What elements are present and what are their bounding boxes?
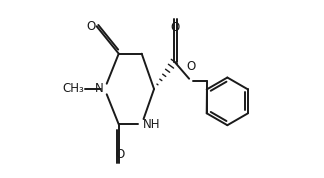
Text: O: O: [87, 20, 96, 33]
Text: O: O: [115, 148, 124, 161]
Text: CH₃: CH₃: [63, 82, 84, 96]
Text: O: O: [187, 60, 196, 73]
Text: NH: NH: [143, 118, 160, 131]
Text: N: N: [95, 82, 104, 95]
Text: O: O: [171, 21, 180, 34]
